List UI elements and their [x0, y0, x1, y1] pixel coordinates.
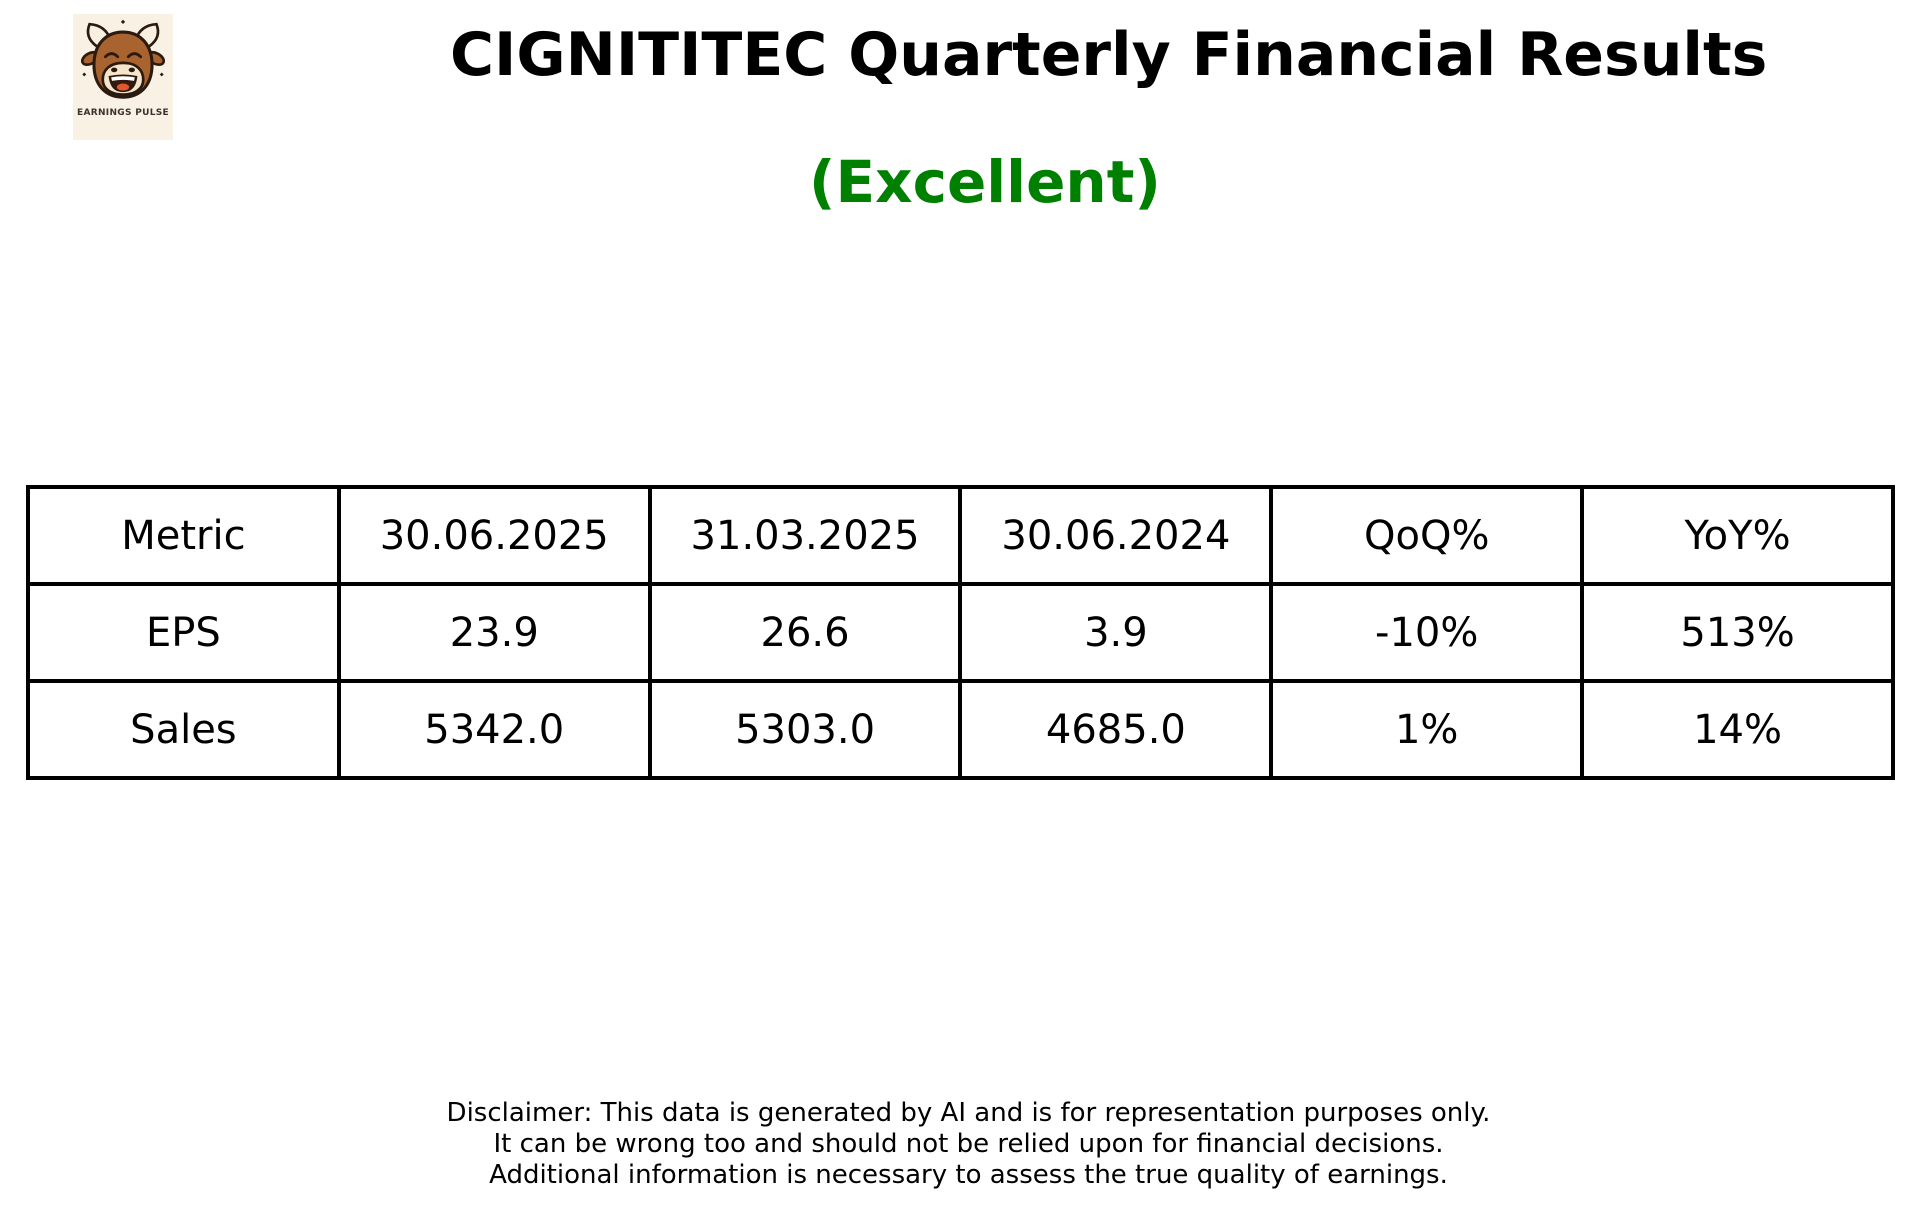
eps-q-yearago: 3.9 [958, 582, 1274, 683]
eps-qoq-percent: -10% [1269, 582, 1585, 683]
table-row-sales: Sales 5342.0 5303.0 4685.0 1% 14% [26, 679, 1895, 780]
sales-q-yearago: 4685.0 [958, 679, 1274, 780]
column-header-q-yearago: 30.06.2024 [958, 485, 1274, 586]
verdict-label: (Excellent) [809, 148, 1161, 216]
column-header-yoy: YoY% [1580, 485, 1895, 586]
page-title: CIGNITITEC Quarterly Financial Results [450, 20, 1768, 90]
sales-metric-label: Sales [26, 679, 341, 780]
header-row: Metric 30.06.2025 31.03.2025 30.06.2024 … [26, 485, 1895, 586]
eps-q-previous: 26.6 [647, 582, 963, 683]
disclaimer-line-3: Additional information is necessary to a… [489, 1160, 1448, 1190]
laughing-bull-icon [80, 19, 166, 99]
column-header-q-previous: 31.03.2025 [647, 485, 963, 586]
results-table-container: Metric 30.06.2025 31.03.2025 30.06.2024 … [26, 485, 1895, 780]
disclaimer-line-2: It can be wrong too and should not be re… [493, 1129, 1444, 1159]
table-row-eps: EPS 23.9 26.6 3.9 -10% 513% [26, 582, 1895, 683]
logo-brand-text: EARNINGS PULSE [77, 108, 169, 118]
eps-yoy-percent: 513% [1580, 582, 1895, 683]
column-header-metric: Metric [26, 485, 341, 586]
column-header-q-current: 30.06.2025 [336, 485, 652, 586]
eps-metric-label: EPS [26, 582, 341, 683]
results-table: Metric 30.06.2025 31.03.2025 30.06.2024 … [26, 485, 1895, 780]
column-header-qoq: QoQ% [1269, 485, 1585, 586]
sales-q-previous: 5303.0 [647, 679, 963, 780]
eps-q-current: 23.9 [336, 582, 652, 683]
disclaimer-line-1: Disclaimer: This data is generated by AI… [446, 1098, 1491, 1128]
earnings-pulse-logo: EARNINGS PULSE [73, 14, 173, 140]
disclaimer: Disclaimer: This data is generated by AI… [18, 1098, 1919, 1191]
sales-yoy-percent: 14% [1580, 679, 1895, 780]
sales-q-current: 5342.0 [336, 679, 652, 780]
sales-qoq-percent: 1% [1269, 679, 1585, 780]
